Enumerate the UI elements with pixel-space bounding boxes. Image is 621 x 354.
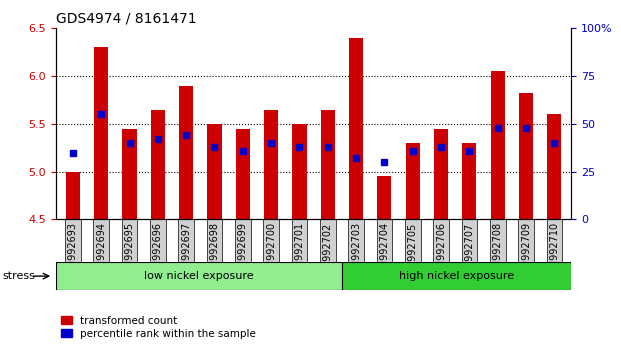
Bar — [491, 72, 505, 219]
Bar — [151, 110, 165, 219]
Bar — [406, 143, 420, 219]
Bar — [349, 38, 363, 219]
FancyBboxPatch shape — [342, 262, 571, 290]
Text: low nickel exposure: low nickel exposure — [144, 271, 254, 281]
Bar — [320, 110, 335, 219]
Bar — [94, 47, 108, 219]
Bar — [122, 129, 137, 219]
Bar — [547, 114, 561, 219]
Bar — [519, 93, 533, 219]
Legend: transformed count, percentile rank within the sample: transformed count, percentile rank withi… — [61, 316, 256, 339]
Bar — [292, 124, 307, 219]
FancyBboxPatch shape — [56, 262, 342, 290]
Bar — [207, 124, 222, 219]
Bar — [264, 110, 278, 219]
Bar — [66, 172, 80, 219]
Bar — [236, 129, 250, 219]
Bar — [179, 86, 193, 219]
Bar — [462, 143, 476, 219]
Text: GDS4974 / 8161471: GDS4974 / 8161471 — [56, 12, 196, 26]
Text: high nickel exposure: high nickel exposure — [399, 271, 514, 281]
Text: stress: stress — [3, 271, 35, 281]
Bar — [378, 176, 391, 219]
Bar — [434, 129, 448, 219]
